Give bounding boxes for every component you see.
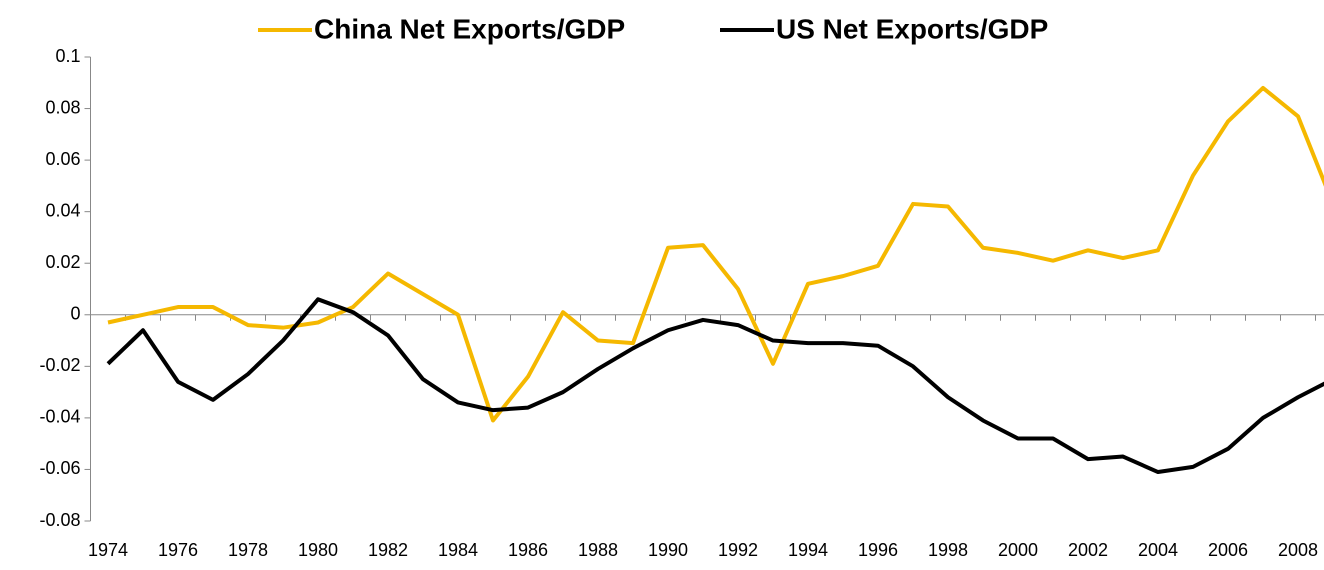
x-tick-label: 1990 (648, 540, 688, 560)
y-tick-label: 0.1 (55, 46, 80, 66)
y-tick-label: -0.02 (39, 355, 80, 375)
y-tick-label: -0.04 (39, 407, 80, 427)
data-line (106, 297, 1324, 475)
legend-label: US Net Exports/GDP (776, 13, 1048, 44)
x-tick-label: 1986 (508, 540, 548, 560)
y-tick-label: 0.08 (45, 97, 80, 117)
x-tick-label: 2002 (1068, 540, 1108, 560)
x-tick-label: 1996 (858, 540, 898, 560)
y-tick-label: 0.04 (45, 200, 80, 220)
y-tick-label: -0.06 (39, 458, 80, 478)
data-line (107, 85, 1324, 423)
x-tick-label: 1988 (578, 540, 618, 560)
x-tick-label: 1974 (88, 540, 128, 560)
x-tick-label: 1978 (228, 540, 268, 560)
y-tick-label: -0.08 (39, 510, 80, 530)
x-tick-label: 1994 (788, 540, 828, 560)
x-tick-label: 1976 (158, 540, 198, 560)
y-tick-label: 0 (70, 304, 80, 324)
legend-label: China Net Exports/GDP (314, 13, 625, 44)
x-tick-label: 2004 (1138, 540, 1178, 560)
x-tick-label: 2008 (1278, 540, 1318, 560)
x-tick-label: 2000 (998, 540, 1038, 560)
y-tick-label: 0.02 (45, 252, 80, 272)
x-tick-label: 1982 (368, 540, 408, 560)
x-tick-label: 1992 (718, 540, 758, 560)
y-tick-label: 0.06 (45, 149, 80, 169)
x-tick-label: 1998 (928, 540, 968, 560)
x-tick-label: 1984 (438, 540, 478, 560)
x-tick-label: 2006 (1208, 540, 1248, 560)
x-tick-label: 1980 (298, 540, 338, 560)
